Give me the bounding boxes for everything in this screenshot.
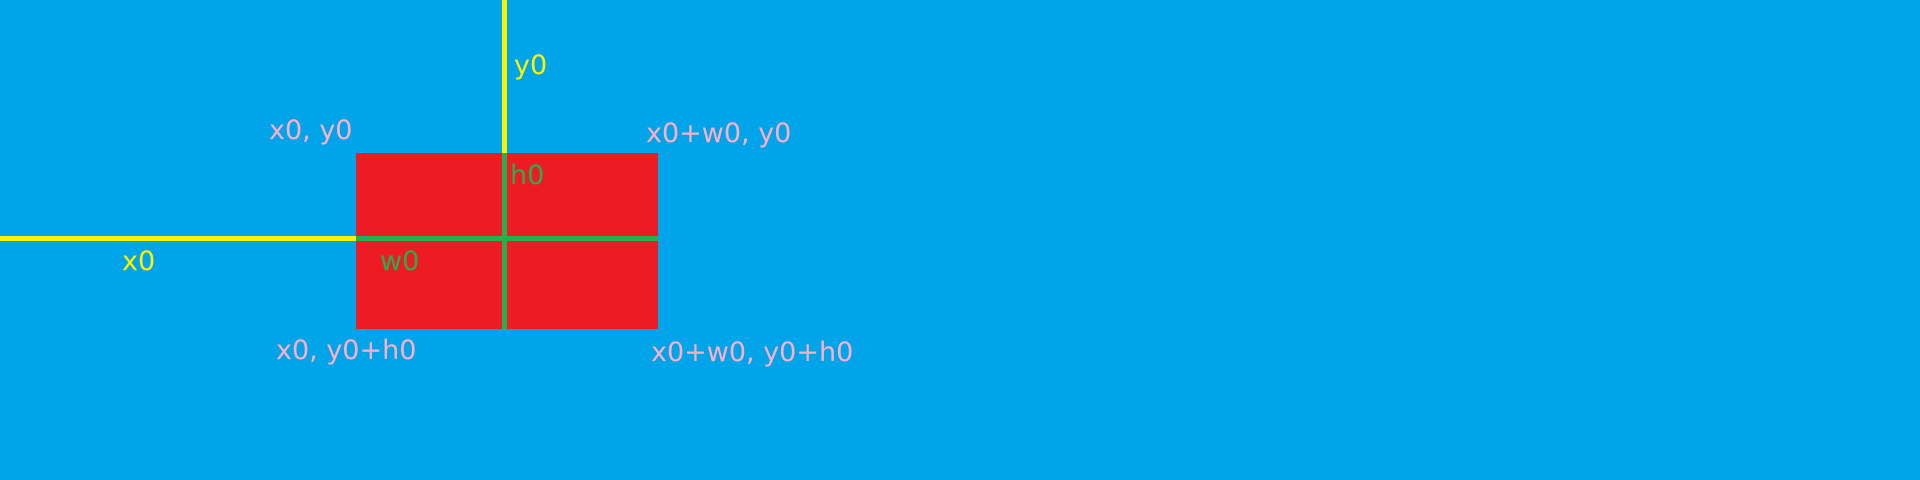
height-label: h0 — [510, 160, 545, 191]
width-line — [356, 236, 658, 241]
y-offset-label: y0 — [514, 50, 548, 81]
width-label: w0 — [380, 246, 420, 277]
corner-label-top-right: x0+w0, y0 — [646, 118, 792, 149]
corner-label-bottom-left: x0, y0+h0 — [276, 335, 417, 366]
x-offset-line — [0, 236, 356, 241]
x-offset-label: x0 — [122, 246, 156, 277]
corner-label-bottom-right: x0+w0, y0+h0 — [651, 337, 854, 368]
height-line — [502, 153, 507, 329]
corner-label-top-left: x0, y0 — [269, 115, 353, 146]
red-rectangle — [356, 153, 658, 329]
y-offset-line — [502, 0, 507, 153]
